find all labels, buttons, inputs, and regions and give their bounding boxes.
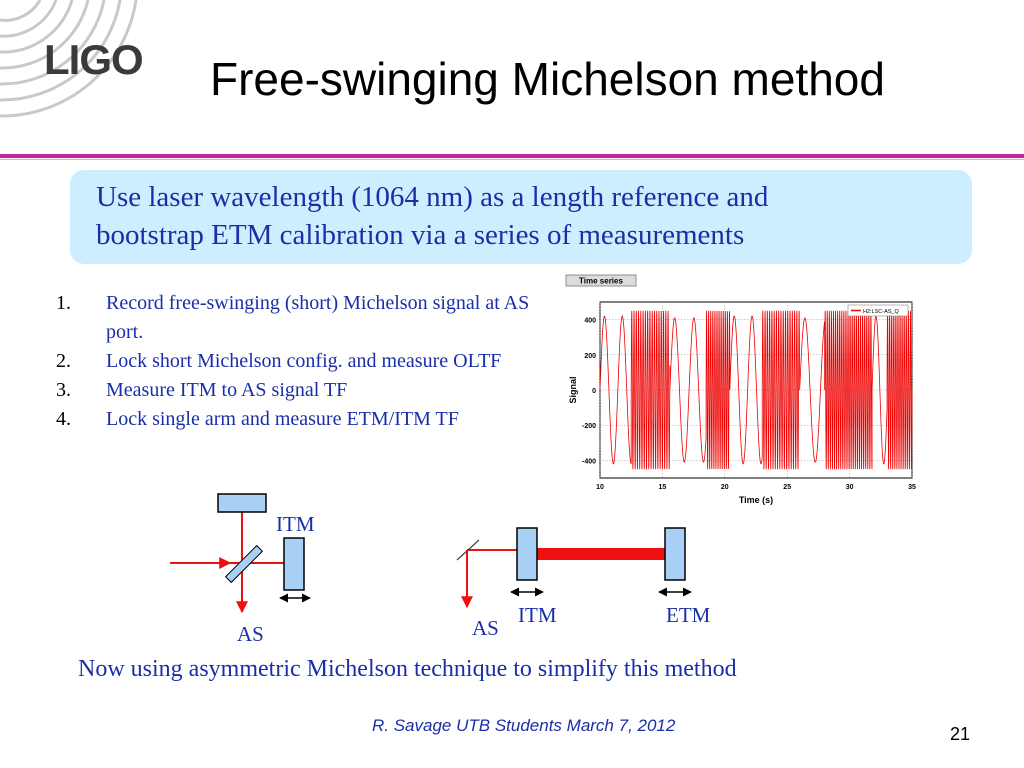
step-number: 3.: [56, 379, 71, 401]
ligo-logo: LIGO: [0, 0, 200, 140]
step-text: Lock short Michelson config. and measure…: [106, 350, 502, 372]
author-credit: R. Savage UTB Students March 7, 2012: [372, 716, 676, 735]
diagram1-itm-label: ITM: [276, 512, 315, 536]
legend-box: [847, 304, 909, 317]
x-tick-label: 25: [783, 484, 791, 491]
y-axis-label: Signal: [568, 376, 578, 403]
y-tick-label: -200: [582, 423, 596, 430]
y-tick-label: -400: [582, 458, 596, 465]
chart-title: Time series: [579, 277, 623, 286]
x-tick-label: 35: [908, 484, 916, 491]
step-item: 2. Lock short Michelson config. and meas…: [50, 347, 530, 376]
itm-mirror: [283, 537, 305, 591]
logo-arcs-icon: [0, 0, 138, 118]
diagram2-as-label: AS: [472, 616, 499, 640]
x-tick-label: 20: [721, 484, 729, 491]
title-divider-highlight: [0, 159, 1024, 160]
short-michelson-diagram: [170, 493, 311, 614]
pickoff-mirror: [456, 539, 480, 561]
y-tick-label: 0: [592, 388, 596, 395]
chart-title-box: [565, 274, 637, 287]
x-axis-ticks: 10 15 20 25 30 35: [596, 484, 916, 491]
logo-text: LIGO: [44, 36, 144, 83]
callout-line-2: bootstrap ETM calibration via a series o…: [96, 219, 745, 251]
step-text: Measure ITM to AS signal TF: [106, 379, 348, 401]
callout-line-1: Use laser wavelength (1064 nm) as a leng…: [96, 181, 769, 213]
diagram2-etm-label: ETM: [666, 603, 711, 627]
top-mirror: [217, 493, 267, 513]
arm-cavity-beam: [537, 548, 667, 560]
step-item: 4. Lock single arm and measure ETM/ITM T…: [50, 405, 530, 434]
chart-legend: H2:LSC-AS_Q: [847, 304, 909, 317]
step-number: 1.: [56, 292, 71, 314]
x-axis-label: Time (s): [739, 495, 773, 505]
title-divider: [0, 154, 1024, 158]
step-number: 2.: [56, 350, 71, 372]
single-arm-diagram: [456, 527, 692, 609]
time-series-chart: Time series 400 200 0 -200 -400 10 15 20 25 30 35…: [565, 274, 916, 505]
x-tick-label: 10: [596, 484, 604, 491]
step-text: Record free-swinging (short) Michelson s…: [106, 292, 530, 343]
step-item: 3. Measure ITM to AS signal TF: [50, 376, 530, 405]
y-tick-label: 400: [584, 318, 596, 325]
step-number: 4.: [56, 408, 71, 430]
page-number: 21: [950, 724, 971, 744]
chart-series: [599, 310, 913, 470]
diagram1-as-label: AS: [237, 622, 264, 646]
itm-mirror: [516, 527, 538, 581]
y-tick-label: 200: [584, 353, 596, 360]
x-tick-label: 30: [846, 484, 854, 491]
summary-callout: Use laser wavelength (1064 nm) as a leng…: [70, 170, 972, 264]
step-item: 1. Record free-swinging (short) Michelso…: [50, 289, 530, 347]
method-note: Now using asymmetric Michelson technique…: [78, 656, 737, 682]
slide-title: Free-swinging Michelson method: [210, 53, 885, 105]
beam-splitter: [224, 544, 264, 584]
step-text: Lock single arm and measure ETM/ITM TF: [106, 408, 459, 430]
steps-list: 1. Record free-swinging (short) Michelso…: [50, 289, 530, 434]
x-tick-label: 15: [659, 484, 667, 491]
y-axis-ticks: 400 200 0 -200 -400: [582, 318, 596, 466]
etm-mirror: [664, 527, 686, 581]
diagram2-itm-label: ITM: [518, 603, 557, 627]
legend-entry: H2:LSC-AS_Q: [863, 309, 899, 315]
series-line: [599, 310, 913, 470]
